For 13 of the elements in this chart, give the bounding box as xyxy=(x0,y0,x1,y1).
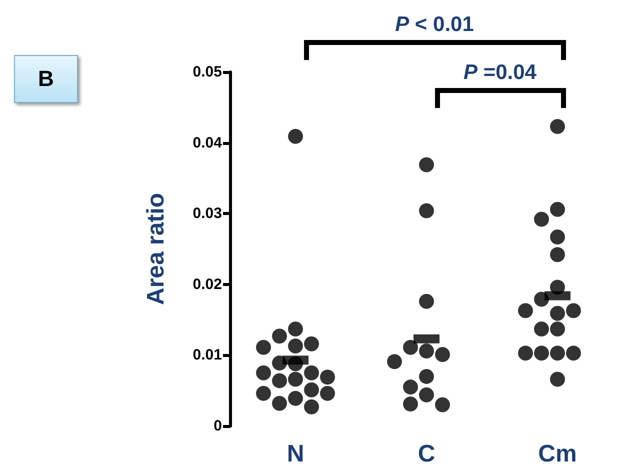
y-tick-label: 0.04 xyxy=(192,134,223,152)
x-tick-label: C xyxy=(418,440,436,468)
x-tick-label: Cm xyxy=(538,440,577,468)
y-tick-label: 0.01 xyxy=(192,346,222,364)
y-axis-title: Area ratio xyxy=(142,192,170,306)
y-tick-label: 0.03 xyxy=(192,205,222,222)
annotation: P =0.04 xyxy=(464,61,536,85)
text: B xyxy=(14,55,78,103)
y-tick-label: 0 xyxy=(214,418,222,434)
y-tick-label: 0.02 xyxy=(192,276,222,293)
text: P < 0.01 xyxy=(395,13,474,37)
y-tick-label: 0.05 xyxy=(192,64,222,80)
x-tick-label: N xyxy=(286,440,304,468)
